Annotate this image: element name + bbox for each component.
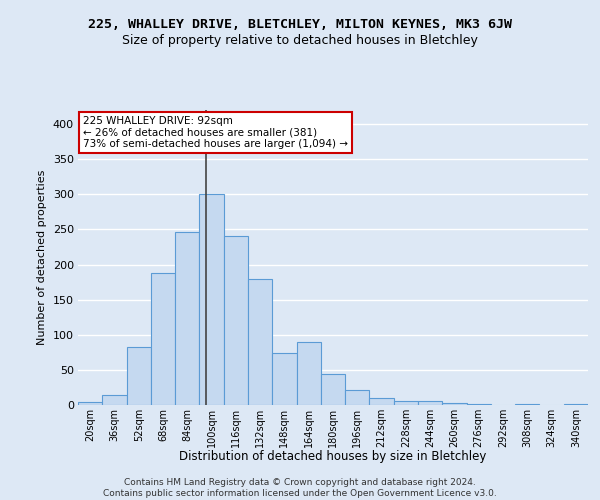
Y-axis label: Number of detached properties: Number of detached properties: [37, 170, 47, 345]
Bar: [442, 403, 467, 405]
Bar: [564, 404, 588, 405]
Bar: [151, 273, 175, 405]
Text: 225, WHALLEY DRIVE, BLETCHLEY, MILTON KEYNES, MK3 6JW: 225, WHALLEY DRIVE, BLETCHLEY, MILTON KE…: [88, 18, 512, 30]
Bar: [321, 374, 345, 405]
Bar: [296, 342, 321, 405]
Bar: [175, 232, 199, 405]
Text: Size of property relative to detached houses in Bletchley: Size of property relative to detached ho…: [122, 34, 478, 47]
Bar: [224, 236, 248, 405]
Bar: [199, 194, 224, 405]
Bar: [272, 353, 296, 405]
Bar: [248, 278, 272, 405]
Bar: [78, 402, 102, 405]
Bar: [467, 404, 491, 405]
Bar: [394, 401, 418, 405]
Bar: [345, 390, 370, 405]
Bar: [127, 348, 151, 405]
Text: Contains HM Land Registry data © Crown copyright and database right 2024.
Contai: Contains HM Land Registry data © Crown c…: [103, 478, 497, 498]
Bar: [370, 398, 394, 405]
Bar: [102, 395, 127, 405]
Bar: [418, 402, 442, 405]
Bar: [515, 404, 539, 405]
Text: 225 WHALLEY DRIVE: 92sqm
← 26% of detached houses are smaller (381)
73% of semi-: 225 WHALLEY DRIVE: 92sqm ← 26% of detach…: [83, 116, 348, 149]
Text: Distribution of detached houses by size in Bletchley: Distribution of detached houses by size …: [179, 450, 487, 463]
